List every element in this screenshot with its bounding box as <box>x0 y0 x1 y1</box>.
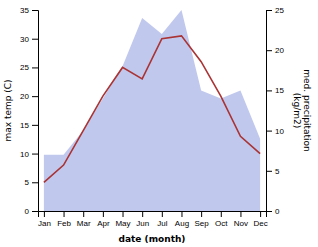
tick-mark <box>32 125 38 126</box>
tick-label: 20 <box>275 46 284 55</box>
tick: Dec <box>253 211 267 228</box>
tick: Sep <box>195 211 210 228</box>
tick-mark <box>240 211 241 217</box>
y-axis-title: max temp (C) <box>3 79 13 141</box>
tick-mark <box>103 211 104 217</box>
tick-mark <box>83 211 84 217</box>
tick: 10 <box>266 127 284 136</box>
tick-mark <box>32 67 38 68</box>
tick-mark <box>260 211 261 217</box>
plot: Jan Feb Mar Apr May Jun Jul Aug Sep Oct Nov Dec 0 5 10… <box>3 6 312 244</box>
tick-mark <box>142 211 143 217</box>
tick: 20 <box>266 46 284 55</box>
marks <box>44 10 260 211</box>
chart: Jan Feb Mar Apr May Jun Jul Aug Sep Oct Nov Dec 0 5 10… <box>0 0 318 247</box>
y-axis: 0 5 10 15 20 25 30 35 <box>20 6 38 216</box>
tick-label: 0 <box>25 207 30 216</box>
tick-mark <box>266 50 272 51</box>
tick-mark <box>201 211 202 217</box>
tick-label: 20 <box>20 92 29 101</box>
tick: Feb <box>57 211 71 228</box>
tick-mark <box>32 39 38 40</box>
tick-mark <box>32 10 38 11</box>
tick: 10 <box>20 150 38 159</box>
tick-label: 25 <box>275 6 284 15</box>
tick: 30 <box>20 35 38 44</box>
tick: 5 <box>266 167 280 176</box>
tick-label: Jan <box>38 219 51 228</box>
tick: Mar <box>77 211 91 228</box>
tick-label: 15 <box>275 86 284 95</box>
x-axis: Jan Feb Mar Apr May Jun Jul Aug Sep Oct Nov Dec <box>38 211 268 228</box>
tick-mark <box>221 211 222 217</box>
tick-label: 30 <box>20 35 29 44</box>
tick-label: Jun <box>136 219 149 228</box>
tick: Jan <box>38 211 51 228</box>
tick: 0 <box>25 207 38 216</box>
tick-label: Sep <box>195 219 210 228</box>
tick-label: Jul <box>157 219 167 228</box>
tick-mark <box>32 211 38 212</box>
tick: 35 <box>20 6 38 15</box>
y2-axis-title-line: med. precipitation <box>302 69 312 151</box>
y2-axis-title-line: (kg/m2) <box>292 93 302 128</box>
tick-label: Dec <box>253 219 267 228</box>
tick: May <box>115 211 130 228</box>
tick-label: 10 <box>20 150 29 159</box>
tick: 5 <box>25 178 38 187</box>
tick: Jul <box>157 211 167 228</box>
tick-mark <box>64 211 65 217</box>
tick-label: 0 <box>275 207 280 216</box>
tick-mark <box>32 182 38 183</box>
tick-mark <box>181 211 182 217</box>
tick-mark <box>266 171 272 172</box>
tick: Jun <box>136 211 149 228</box>
tick-mark <box>266 10 272 11</box>
tick-mark <box>32 96 38 97</box>
tick: Aug <box>175 211 189 228</box>
tick-label: Mar <box>77 219 91 228</box>
tick-label: Feb <box>57 219 71 228</box>
tick-mark <box>44 211 45 217</box>
tick: Oct <box>215 211 228 228</box>
axis-line <box>267 11 273 212</box>
y2-axis-title: med. precipitation(kg/m2) <box>292 69 312 151</box>
tick-label: Nov <box>234 219 248 228</box>
tick: 15 <box>266 86 284 95</box>
tick: 25 <box>266 6 284 15</box>
tick-label: Aug <box>175 219 189 228</box>
tick-label: Apr <box>97 219 110 228</box>
axis-line <box>39 212 267 218</box>
tick-mark <box>266 211 272 212</box>
tick-label: 5 <box>25 178 30 187</box>
tick: 0 <box>266 207 280 216</box>
tick: 15 <box>20 121 38 130</box>
tick: Apr <box>97 211 110 228</box>
tick-mark <box>162 211 163 217</box>
tick: Nov <box>234 211 248 228</box>
tick-mark <box>266 131 272 132</box>
tick-label: 5 <box>275 167 280 176</box>
tick-mark <box>32 154 38 155</box>
x-axis-title: date (month) <box>119 234 186 244</box>
tick-mark <box>123 211 124 217</box>
tick-label: May <box>115 219 130 228</box>
tick-mark <box>266 90 272 91</box>
y2-axis: 0 5 10 15 20 25 <box>266 6 284 216</box>
tick-label: 35 <box>20 6 29 15</box>
tick-label: 25 <box>20 63 29 72</box>
line <box>44 36 260 182</box>
tick-label: 10 <box>275 127 284 136</box>
tick-label: 15 <box>20 121 29 130</box>
tick: 25 <box>20 63 38 72</box>
axis-line <box>32 11 39 212</box>
area <box>44 10 260 211</box>
tick: 20 <box>20 92 38 101</box>
tick-label: Oct <box>215 219 228 228</box>
